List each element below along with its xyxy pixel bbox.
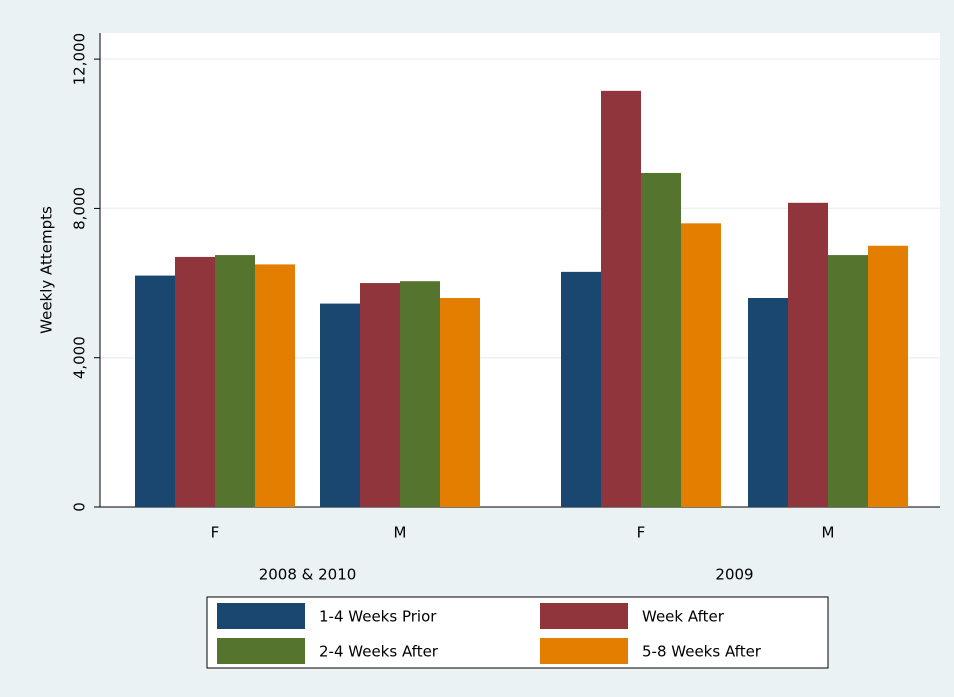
bar	[320, 303, 360, 507]
legend-swatch	[217, 603, 305, 629]
x-tick-label: M	[394, 524, 407, 542]
bar	[561, 271, 601, 507]
legend-box	[206, 596, 829, 669]
y-tick-label: 8,000	[71, 187, 89, 230]
y-tick-label: 12,000	[71, 33, 89, 86]
legend-label: Week After	[642, 608, 725, 626]
legend-swatch	[540, 603, 628, 629]
x-tick-label: F	[637, 524, 646, 542]
group-label: 2008 & 2010	[259, 566, 357, 584]
bar	[601, 90, 641, 507]
legend-label: 1-4 Weeks Prior	[319, 608, 437, 626]
bar	[868, 245, 908, 507]
y-tick-label: 4,000	[71, 336, 89, 379]
bar	[748, 297, 788, 507]
bar	[400, 281, 440, 507]
bar	[681, 223, 721, 508]
bar	[828, 255, 868, 507]
bar	[440, 297, 480, 507]
bar	[135, 275, 175, 507]
group-label: 2009	[715, 566, 753, 584]
bar	[360, 283, 400, 507]
bar	[215, 255, 255, 507]
bar	[641, 172, 681, 507]
bar	[788, 202, 828, 507]
legend-swatch	[540, 638, 628, 664]
bar	[255, 264, 295, 507]
bar	[175, 256, 215, 507]
y-axis-title: Weekly Attempts	[38, 206, 56, 334]
x-tick-label: M	[822, 524, 835, 542]
legend-label: 2-4 Weeks After	[319, 643, 439, 661]
legend-swatch	[217, 638, 305, 664]
legend-label: 5-8 Weeks After	[642, 643, 762, 661]
y-tick-label: 0	[71, 502, 89, 512]
x-tick-label: F	[211, 524, 220, 542]
